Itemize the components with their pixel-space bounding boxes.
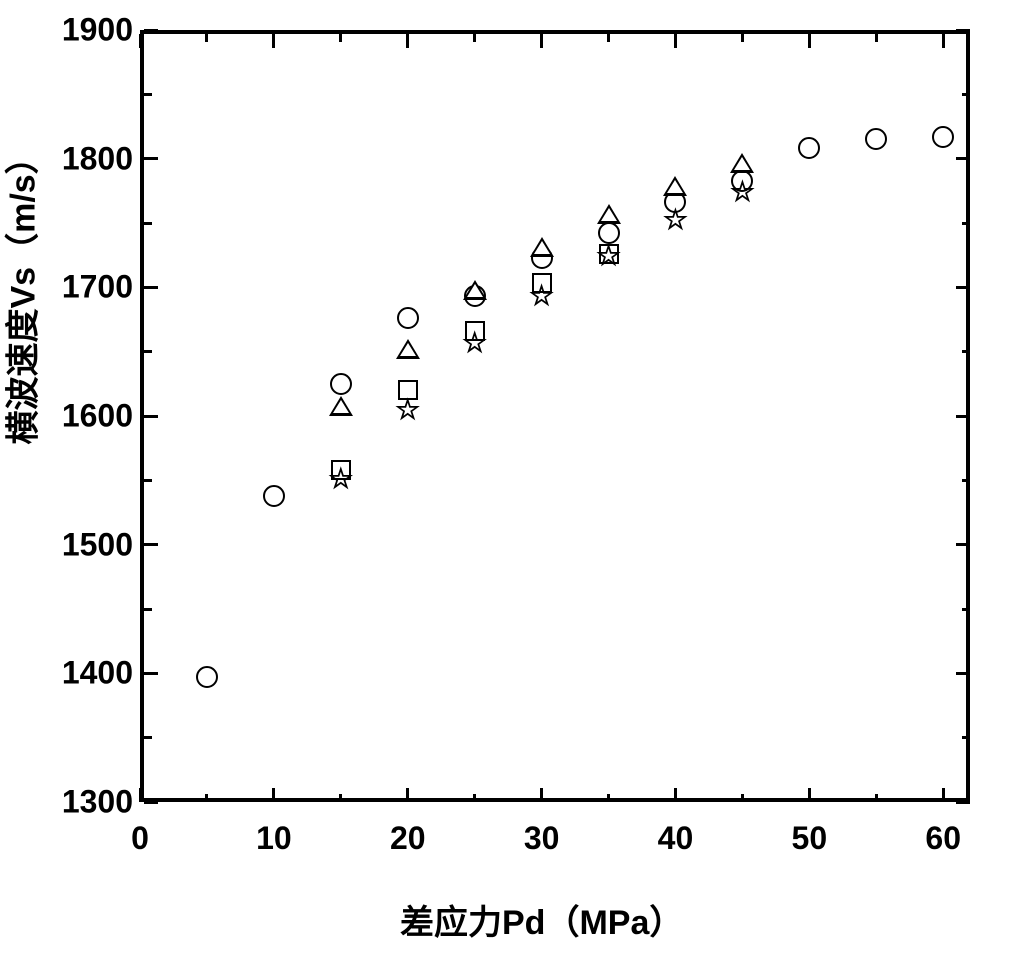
y-axis-label: 横波速度Vs（m/s） [0, 140, 45, 444]
y-tick-minor [144, 736, 152, 739]
x-tick-label: 50 [792, 820, 828, 857]
y-tick-label: 1300 [62, 784, 133, 821]
y-tick-major [144, 286, 158, 289]
marker-star: ☆ [596, 242, 621, 270]
y-tick-minor [962, 736, 970, 739]
y-tick-major [956, 157, 970, 160]
y-tick-label: 1700 [62, 269, 133, 306]
y-tick-major [956, 286, 970, 289]
x-tick-label: 30 [524, 820, 560, 857]
scatter-chart: 横波速度Vs（m/s） 差应力Pd（MPa） 1300 1400 1500 1600 1… [0, 0, 1019, 958]
y-tick-minor [144, 222, 152, 225]
y-tick-major [144, 543, 158, 546]
y-tick-minor [144, 350, 152, 353]
x-axis-label: 差应力Pd（MPa） [400, 895, 683, 944]
y-tick-label: 1800 [62, 140, 133, 177]
y-tick-major [144, 415, 158, 418]
marker-star: ☆ [395, 396, 420, 424]
x-tick-major [139, 788, 142, 802]
x-tick-major [674, 34, 677, 48]
y-tick-major [144, 672, 158, 675]
x-tick-major [272, 34, 275, 48]
y-tick-major [144, 157, 158, 160]
marker-circle [397, 307, 419, 329]
x-tick-minor [607, 34, 610, 42]
y-tick-major [144, 801, 158, 804]
y-tick-minor [962, 222, 970, 225]
plot-area [140, 30, 970, 802]
x-tick-major [942, 34, 945, 48]
marker-star: ☆ [529, 282, 554, 310]
x-tick-major [540, 788, 543, 802]
marker-triangle [530, 237, 554, 257]
x-tick-major [406, 788, 409, 802]
marker-triangle [597, 204, 621, 224]
marker-triangle [463, 280, 487, 300]
y-tick-minor [144, 479, 152, 482]
x-tick-major [139, 34, 142, 48]
x-tick-minor [205, 34, 208, 42]
y-tick-label: 1500 [62, 526, 133, 563]
x-tick-label: 40 [658, 820, 694, 857]
y-tick-label: 1900 [62, 12, 133, 49]
marker-triangle [730, 153, 754, 173]
x-tick-label: 60 [925, 820, 961, 857]
x-tick-label: 0 [131, 820, 149, 857]
x-tick-minor [607, 794, 610, 802]
marker-circle [263, 485, 285, 507]
marker-triangle [396, 339, 420, 359]
x-tick-label: 10 [256, 820, 292, 857]
y-tick-major [956, 29, 970, 32]
marker-triangle [663, 176, 687, 196]
y-tick-major [956, 672, 970, 675]
x-tick-major [808, 34, 811, 48]
x-tick-minor [875, 34, 878, 42]
y-tick-minor [962, 350, 970, 353]
marker-star: ☆ [730, 178, 755, 206]
y-tick-major [956, 543, 970, 546]
x-tick-major [540, 34, 543, 48]
x-tick-minor [339, 794, 342, 802]
x-tick-minor [875, 794, 878, 802]
marker-circle [865, 128, 887, 150]
y-tick-minor [144, 93, 152, 96]
y-tick-minor [962, 608, 970, 611]
y-tick-major [956, 801, 970, 804]
y-tick-minor [962, 479, 970, 482]
x-tick-major [808, 788, 811, 802]
x-tick-minor [205, 794, 208, 802]
x-tick-label: 20 [390, 820, 426, 857]
x-tick-minor [473, 794, 476, 802]
y-tick-minor [144, 608, 152, 611]
marker-star: ☆ [663, 206, 688, 234]
y-tick-minor [962, 93, 970, 96]
marker-circle [196, 666, 218, 688]
x-tick-major [942, 788, 945, 802]
x-tick-major [406, 34, 409, 48]
marker-triangle [329, 396, 353, 416]
x-tick-minor [741, 794, 744, 802]
x-tick-minor [741, 34, 744, 42]
y-tick-label: 1600 [62, 398, 133, 435]
marker-circle [798, 137, 820, 159]
marker-star: ☆ [328, 465, 353, 493]
y-tick-major [144, 29, 158, 32]
x-tick-minor [339, 34, 342, 42]
marker-circle [330, 373, 352, 395]
y-tick-label: 1400 [62, 655, 133, 692]
marker-circle [932, 126, 954, 148]
x-tick-major [272, 788, 275, 802]
x-tick-minor [473, 34, 476, 42]
x-tick-major [674, 788, 677, 802]
y-tick-major [956, 415, 970, 418]
marker-star: ☆ [462, 329, 487, 357]
